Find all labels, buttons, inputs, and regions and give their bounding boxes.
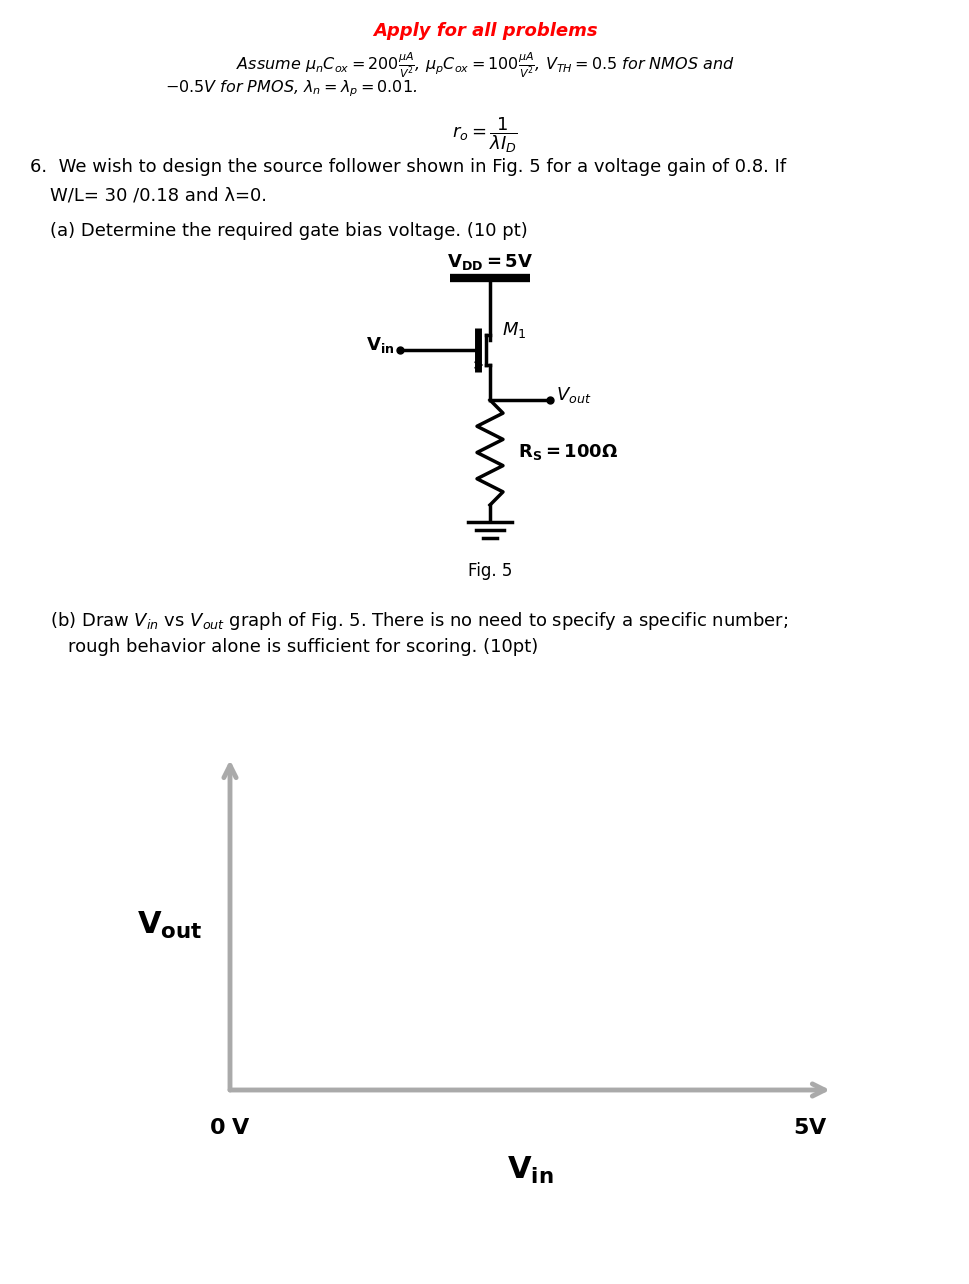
Text: $\mathbf{V_{in}}$: $\mathbf{V_{in}}$: [365, 335, 393, 354]
Text: $\bf{5V}$: $\bf{5V}$: [792, 1118, 827, 1138]
Text: Assume $\mu_n C_{ox} = 200\frac{\mu A}{V^2}$, $\mu_p C_{ox} = 100\frac{\mu A}{V^: Assume $\mu_n C_{ox} = 200\frac{\mu A}{V…: [235, 50, 734, 80]
Text: Apply for all problems: Apply for all problems: [372, 22, 597, 40]
Text: $\mathbf{V_{DD}=5V}$: $\mathbf{V_{DD}=5V}$: [447, 252, 532, 272]
Text: rough behavior alone is sufficient for scoring. (10pt): rough behavior alone is sufficient for s…: [68, 638, 538, 656]
Text: $-0.5V$ for PMOS, $\lambda_n = \lambda_p = 0.01$.: $-0.5V$ for PMOS, $\lambda_n = \lambda_p…: [165, 78, 417, 99]
Text: (a) Determine the required gate bias voltage. (10 pt): (a) Determine the required gate bias vol…: [50, 222, 527, 240]
Text: $\mathbf{R_S=100\Omega}$: $\mathbf{R_S=100\Omega}$: [517, 443, 617, 462]
Text: $\bf{0\ V}$: $\bf{0\ V}$: [209, 1118, 251, 1138]
Text: $\bf{V}_{\bf{in}}$: $\bf{V}_{\bf{in}}$: [506, 1156, 552, 1186]
Text: Fig. 5: Fig. 5: [467, 562, 512, 580]
Text: 6.  We wish to design the source follower shown in Fig. 5 for a voltage gain of : 6. We wish to design the source follower…: [30, 158, 785, 176]
Text: W/L= 30 /0.18 and λ=0.: W/L= 30 /0.18 and λ=0.: [50, 186, 266, 204]
Text: $\bf{V}_{\bf{out}}$: $\bf{V}_{\bf{out}}$: [137, 909, 203, 941]
Text: $r_o = \dfrac{1}{\lambda I_D}$: $r_o = \dfrac{1}{\lambda I_D}$: [452, 116, 517, 154]
Text: $M_1$: $M_1$: [502, 320, 526, 340]
Text: (b) Draw $V_{in}$ vs $V_{out}$ graph of Fig. 5. There is no need to specify a sp: (b) Draw $V_{in}$ vs $V_{out}$ graph of …: [50, 610, 787, 632]
Text: $V_{out}$: $V_{out}$: [555, 385, 591, 404]
